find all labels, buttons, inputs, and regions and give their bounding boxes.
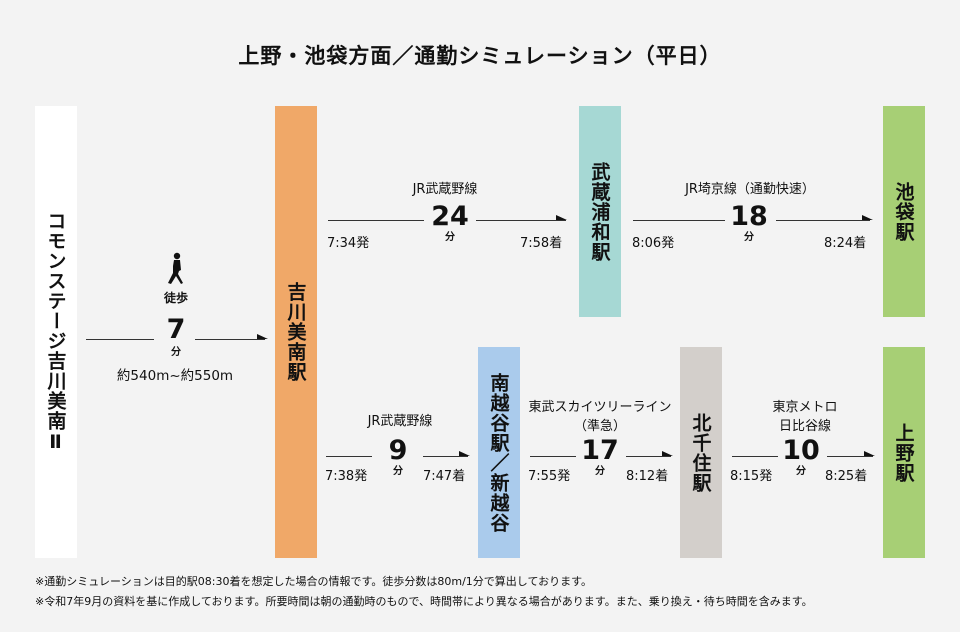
hibiya-line-right xyxy=(827,456,873,457)
skytree-unit: 分 xyxy=(595,466,605,477)
walk-distance: 約540m~約550m xyxy=(116,368,234,384)
skytree-minutes: 17 xyxy=(581,435,619,466)
walk-minutes: 7 xyxy=(166,314,186,345)
hibiya-arrow-icon xyxy=(864,451,875,456)
walk-line-left xyxy=(86,339,154,340)
station-kitasenju: 北千住駅 xyxy=(680,347,722,558)
skytree-line-right xyxy=(626,456,671,457)
musashino-down-unit: 分 xyxy=(393,466,403,477)
skytree-depart: 7:55発 xyxy=(528,469,571,484)
saikyo-depart: 8:06発 xyxy=(632,236,675,251)
station-yoshikawaminami: 吉川美南駅 xyxy=(275,106,317,558)
musashino-down-arrow-icon xyxy=(459,451,470,456)
musashino-up-minutes: 24 xyxy=(431,201,469,232)
page-title: 上野・池袋方面／通勤シミュレーション（平日） xyxy=(238,44,722,68)
note-2: ※令和7年9月の資料を基に作成しております。所要時間は朝の通勤時のもので、時間帯… xyxy=(35,595,813,608)
musashino-down-minutes: 9 xyxy=(388,435,408,466)
station-ikebukuro: 池袋駅 xyxy=(883,106,925,317)
skytree-line-name-2: （準急） xyxy=(573,419,626,434)
musashino-up-line-right xyxy=(476,220,566,221)
hibiya-unit: 分 xyxy=(796,466,806,477)
musashino-down-line-left xyxy=(326,456,372,457)
station-musashiurawa-label: 武蔵浦和駅 xyxy=(588,161,611,262)
musashino-down-line-name: JR武蔵野線 xyxy=(367,414,433,429)
walking-person-icon xyxy=(168,252,183,284)
musashino-up-arrive: 7:58着 xyxy=(520,236,563,251)
saikyo-line-left xyxy=(633,220,725,221)
station-ikebukuro-label: 池袋駅 xyxy=(892,181,915,242)
saikyo-arrive: 8:24着 xyxy=(824,236,867,251)
saikyo-line-right xyxy=(776,220,870,221)
skytree-arrive: 8:12着 xyxy=(626,469,669,484)
skytree-arrow-icon xyxy=(662,451,673,456)
saikyo-minutes: 18 xyxy=(730,201,768,232)
station-musashiurawa: 武蔵浦和駅 xyxy=(579,106,621,317)
musashino-down-arrive: 7:47着 xyxy=(423,469,466,484)
musashino-up-arrow-icon xyxy=(556,215,567,220)
musashino-up-unit: 分 xyxy=(445,232,455,243)
walk-arrow-icon xyxy=(257,334,268,339)
saikyo-line-name: JR埼京線（通勤快速） xyxy=(685,182,815,197)
station-kitasenju-label: 北千住駅 xyxy=(689,412,712,493)
hibiya-arrive: 8:25着 xyxy=(825,469,868,484)
walk-unit: 分 xyxy=(171,347,181,358)
hibiya-line-name-2: 日比谷線 xyxy=(778,419,831,434)
walk-label: 徒歩 xyxy=(163,291,188,305)
skytree-line-name-1: 東武スカイツリーライン xyxy=(528,400,672,415)
station-ueno-label: 上野駅 xyxy=(892,422,915,483)
musashino-up-depart: 7:34発 xyxy=(327,236,370,251)
saikyo-arrow-icon xyxy=(862,215,873,220)
skytree-line-left xyxy=(530,456,576,457)
saikyo-unit: 分 xyxy=(744,232,754,243)
hibiya-line-name-1: 東京メトロ xyxy=(772,400,838,415)
station-yoshikawaminami-label: 吉川美南駅 xyxy=(284,282,307,382)
hibiya-depart: 8:15発 xyxy=(730,469,773,484)
station-origin: コモンステージ吉川美南Ⅱ xyxy=(35,106,77,558)
musashino-up-line-name: JR武蔵野線 xyxy=(412,182,478,197)
station-minamikoshigaya: 南越谷駅／新越谷 xyxy=(478,347,520,558)
musashino-down-depart: 7:38発 xyxy=(325,469,368,484)
note-1: ※通勤シミュレーションは目的駅08:30着を想定した場合の情報です。徒歩分数は8… xyxy=(35,575,593,588)
walk-line-right xyxy=(195,339,265,340)
hibiya-minutes: 10 xyxy=(782,435,820,466)
musashino-up-line-left xyxy=(328,220,424,221)
station-origin-label: コモンステージ吉川美南Ⅱ xyxy=(44,210,67,454)
station-minamikoshigaya-label: 南越谷駅／新越谷 xyxy=(487,372,510,533)
station-ueno: 上野駅 xyxy=(883,347,925,558)
musashino-down-line-right xyxy=(423,456,468,457)
hibiya-line-left xyxy=(732,456,778,457)
